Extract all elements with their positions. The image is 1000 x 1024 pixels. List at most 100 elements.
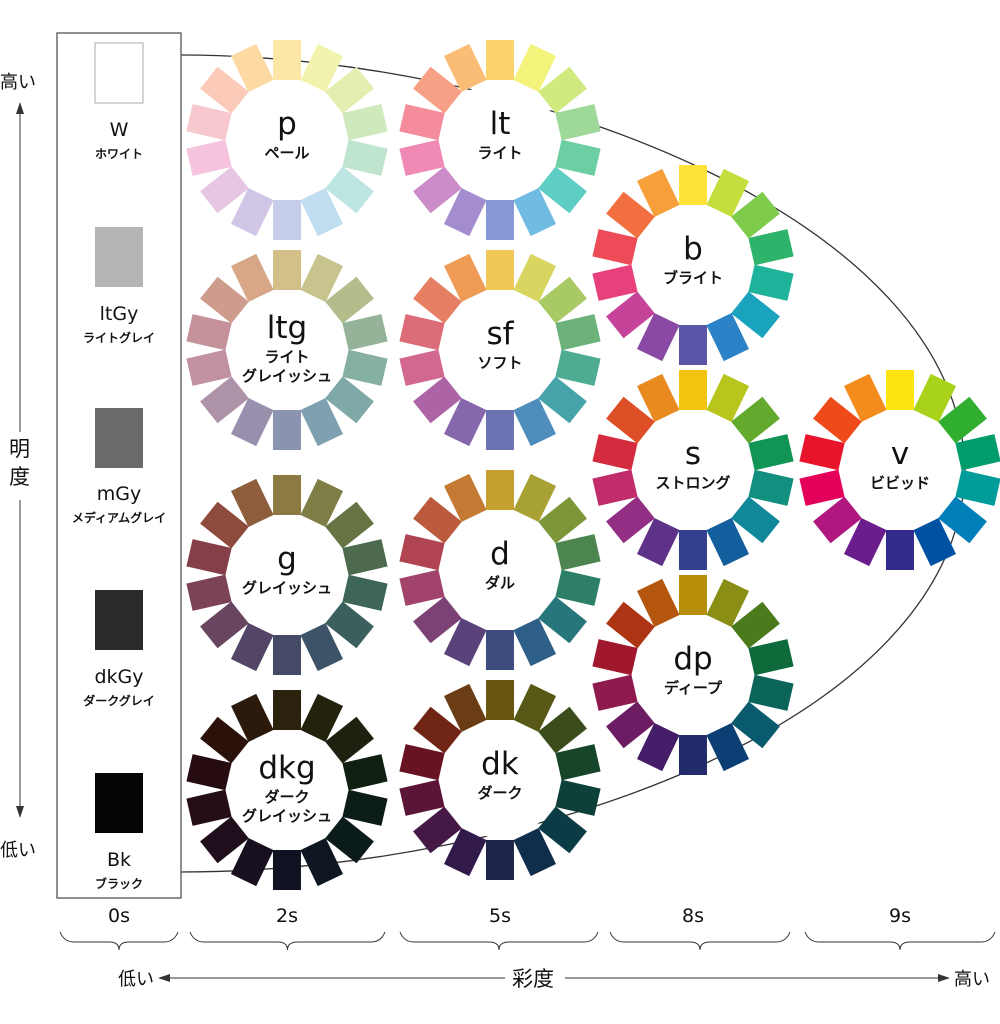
tone-petal bbox=[538, 806, 587, 854]
tone-petal bbox=[230, 622, 274, 672]
tone-petal bbox=[706, 722, 749, 772]
tone-petal bbox=[231, 693, 274, 743]
tone-petal bbox=[636, 517, 680, 567]
tone-petal bbox=[731, 191, 780, 239]
tone-petal bbox=[186, 104, 232, 141]
tone-petal bbox=[555, 779, 601, 816]
tone-petal bbox=[186, 314, 232, 351]
tone-name: ペール bbox=[264, 144, 309, 162]
tone-petal bbox=[399, 534, 445, 571]
brace bbox=[609, 931, 791, 951]
lightness-high-label: 高い bbox=[0, 72, 36, 93]
tone-petal bbox=[706, 312, 749, 362]
tone-petal bbox=[413, 66, 462, 114]
tone-petal bbox=[748, 469, 794, 506]
tone-petal bbox=[342, 539, 388, 576]
tone-name: グレイッシュ bbox=[242, 367, 332, 385]
tone-petal bbox=[955, 469, 1000, 506]
tone-petal bbox=[606, 496, 655, 544]
lightness-axis-title-1: 明 bbox=[9, 437, 30, 461]
tone-petal bbox=[555, 314, 601, 351]
tone-petal bbox=[342, 349, 388, 386]
tone-center bbox=[442, 292, 558, 408]
lightness-low-label: 低い bbox=[0, 840, 36, 861]
gray-swatch-w: W ホワイト bbox=[94, 42, 144, 161]
tone-petal bbox=[538, 66, 587, 114]
saturation-label: 9s bbox=[889, 905, 911, 927]
tone-petal bbox=[399, 569, 445, 606]
saturation-group-2s: 2s bbox=[189, 905, 386, 951]
tone-petal bbox=[706, 168, 750, 218]
tone-petal bbox=[272, 849, 301, 891]
tone-petal bbox=[443, 397, 487, 447]
tone-name: グレイッシュ bbox=[242, 579, 332, 597]
tone-petal bbox=[413, 596, 462, 644]
tone-name: ブライト bbox=[663, 269, 723, 287]
tone-petal bbox=[342, 754, 388, 791]
tone-petal bbox=[273, 689, 302, 731]
tone-petal bbox=[272, 634, 301, 676]
gray-swatch-ltgy: ltGy ライトグレイ bbox=[83, 227, 155, 345]
tone-petal bbox=[678, 529, 707, 571]
tone-petal bbox=[606, 396, 655, 444]
tone-petal bbox=[200, 166, 249, 214]
tone-petal bbox=[272, 409, 301, 451]
tone-petal bbox=[637, 168, 680, 218]
tone-petal bbox=[325, 501, 374, 549]
tone-petal bbox=[230, 397, 274, 447]
tone-petal bbox=[485, 839, 514, 881]
tone-petal bbox=[300, 187, 343, 237]
tone-petal bbox=[200, 376, 249, 424]
tone-petal bbox=[300, 253, 344, 303]
tone-petal bbox=[555, 104, 601, 141]
tone-name: ビビッド bbox=[870, 474, 930, 492]
tone-code: sf bbox=[486, 316, 514, 352]
tone-name: グレイッシュ bbox=[242, 807, 332, 825]
tone-wheel-v: v ビビッド bbox=[799, 369, 1000, 571]
tone-name: ダーク bbox=[477, 784, 522, 802]
tone-petal bbox=[325, 166, 374, 214]
tone-petal bbox=[748, 229, 794, 266]
gray-chip bbox=[95, 773, 143, 833]
tone-code: v bbox=[891, 436, 909, 472]
tone-petal bbox=[913, 517, 956, 567]
gray-name: メディアムグレイ bbox=[72, 510, 166, 525]
tone-petal bbox=[513, 253, 557, 303]
tone-petal bbox=[443, 187, 487, 237]
gray-name: ライトグレイ bbox=[83, 330, 155, 345]
gray-chip bbox=[95, 408, 143, 468]
tone-center bbox=[635, 412, 751, 528]
tone-petal bbox=[325, 601, 374, 649]
arrow-down-icon bbox=[16, 806, 24, 818]
tone-petal bbox=[606, 701, 655, 749]
tone-name: ディープ bbox=[664, 679, 723, 697]
tone-petal bbox=[273, 249, 302, 291]
tone-petal bbox=[413, 166, 462, 214]
chroma-axis: 低い 彩度 高い bbox=[118, 967, 990, 991]
tone-petal bbox=[444, 43, 487, 93]
tone-name: ソフト bbox=[477, 354, 522, 372]
tone-petal bbox=[513, 187, 556, 237]
tone-petal bbox=[485, 629, 514, 671]
saturation-group-8s: 8s bbox=[609, 905, 791, 951]
tone-petal bbox=[636, 722, 680, 772]
tone-center bbox=[635, 617, 751, 733]
tone-petal bbox=[273, 474, 302, 516]
tone-petal bbox=[592, 434, 638, 471]
brace bbox=[59, 931, 179, 951]
gray-code: W bbox=[110, 119, 129, 141]
tone-petal bbox=[200, 816, 249, 864]
gray-chip bbox=[95, 590, 143, 650]
saturation-group-0s: 0s bbox=[59, 905, 179, 951]
tone-petal bbox=[513, 617, 556, 667]
saturation-groups: 0s 2s 5s 8s 9s bbox=[59, 905, 996, 951]
tone-center bbox=[842, 412, 958, 528]
tone-petal bbox=[486, 249, 515, 291]
tone-petal bbox=[485, 409, 514, 451]
tone-petal bbox=[813, 496, 862, 544]
tone-code: dkg bbox=[258, 750, 315, 786]
tone-petal bbox=[538, 706, 587, 754]
arrow-left-icon bbox=[158, 974, 170, 982]
tone-petal bbox=[706, 578, 750, 628]
